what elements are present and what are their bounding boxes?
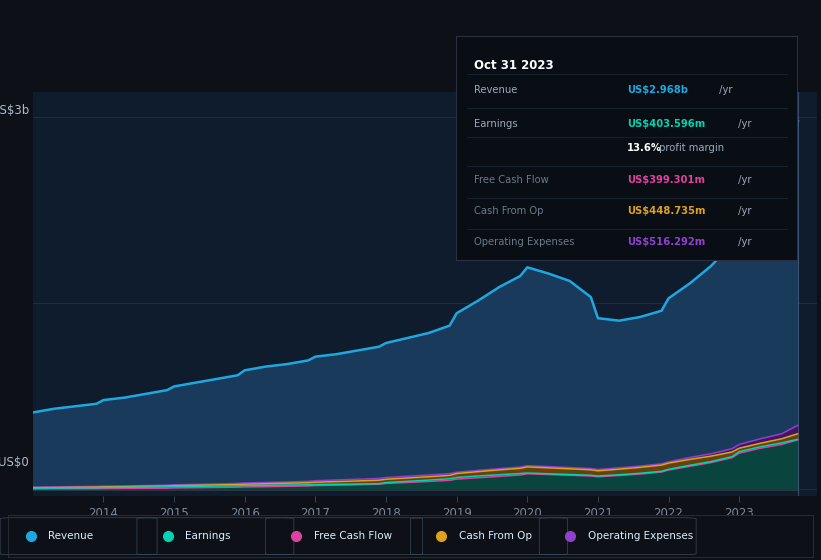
Text: US$516.292m: US$516.292m (627, 237, 705, 248)
Text: US$448.735m: US$448.735m (627, 206, 705, 216)
Text: 13.6%: 13.6% (627, 143, 662, 153)
Text: Free Cash Flow: Free Cash Flow (474, 175, 548, 185)
Text: US$3b: US$3b (0, 105, 29, 118)
Text: Cash From Op: Cash From Op (459, 531, 532, 541)
Text: /yr: /yr (735, 237, 752, 248)
Text: US$2.968b: US$2.968b (627, 85, 688, 95)
Text: Earnings: Earnings (474, 119, 517, 129)
Text: US$399.301m: US$399.301m (627, 175, 705, 185)
Text: Free Cash Flow: Free Cash Flow (314, 531, 392, 541)
Text: /yr: /yr (735, 175, 752, 185)
Text: Revenue: Revenue (48, 531, 94, 541)
Text: US$0: US$0 (0, 456, 29, 469)
Text: /yr: /yr (735, 206, 752, 216)
Text: Operating Expenses: Operating Expenses (588, 531, 693, 541)
Text: Earnings: Earnings (186, 531, 231, 541)
Text: /yr: /yr (735, 119, 752, 129)
Text: US$403.596m: US$403.596m (627, 119, 705, 129)
Text: Operating Expenses: Operating Expenses (474, 237, 574, 248)
Text: Revenue: Revenue (474, 85, 517, 95)
Text: Cash From Op: Cash From Op (474, 206, 543, 216)
Text: profit margin: profit margin (656, 143, 724, 153)
Text: /yr: /yr (716, 85, 732, 95)
Text: Oct 31 2023: Oct 31 2023 (474, 59, 553, 72)
